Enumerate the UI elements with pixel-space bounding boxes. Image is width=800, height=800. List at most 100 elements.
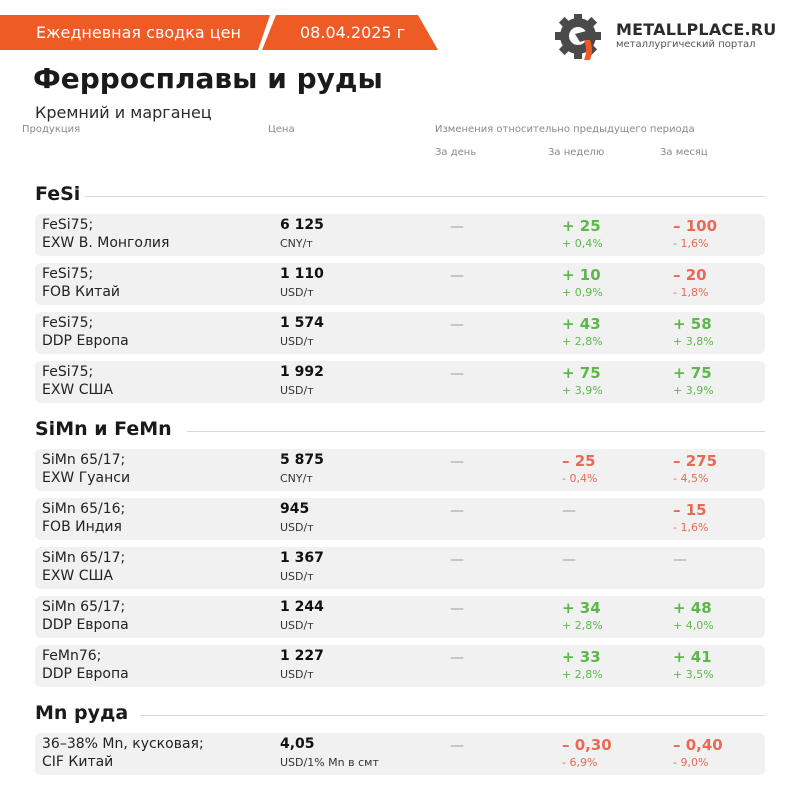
month-change: – 100 [673,217,718,235]
column-header-day: За день [435,147,477,158]
price-value: 4,05 [280,736,315,752]
day-change: — [450,268,464,284]
week-change-pct: + 0,9% [562,286,603,299]
price-value: 945 [280,501,310,517]
week-change-pct: + 3,9% [562,384,603,397]
product-basis: DDP Европа [42,617,129,633]
price-unit: USD/т [280,335,314,348]
week-change: + 34 [562,599,601,617]
ribbon-background [0,15,438,50]
section-title: SiMn и FeMn [35,418,172,440]
month-change-pct: + 3,8% [673,335,714,348]
week-change: — [562,552,576,568]
day-change: — [450,317,464,333]
price-value: 1 992 [280,364,324,380]
product-basis: EXW США [42,568,114,584]
table-row: SiMn 65/17; DDP Европа 1 244 USD/т — + 3… [35,596,765,638]
price-unit: USD/т [280,521,314,534]
day-change: — [450,738,464,754]
month-change: + 75 [673,364,712,382]
product-basis: EXW США [42,382,114,398]
week-change: – 0,30 [562,736,612,754]
week-change: – 25 [562,452,596,470]
day-change: — [450,503,464,519]
price-value: 5 875 [280,452,324,468]
price-value: 1 574 [280,315,324,331]
price-value: 1 367 [280,550,324,566]
table-row: FeSi75; FOB Китай 1 110 USD/т — + 10 + 0… [35,263,765,305]
table-row: FeSi75; EXW В. Монголия 6 125 CNY/т — + … [35,214,765,256]
month-change-pct: + 3,5% [673,668,714,681]
product-basis: EXW Гуанси [42,470,131,486]
product-basis: FOB Китай [42,284,120,300]
day-change: — [450,601,464,617]
product-name: SiMn 65/17; [42,452,126,468]
product-name: FeSi75; [42,217,94,233]
product-name: FeMn76; [42,648,102,664]
week-change-pct: - 0,4% [562,472,598,485]
section-divider [85,196,765,197]
section-fesi: FeSi [35,183,765,209]
day-change: — [450,219,464,235]
table-row: FeMn76; DDP Европа 1 227 USD/т — + 33 + … [35,645,765,687]
price-value: 1 244 [280,599,324,615]
product-name: SiMn 65/17; [42,550,126,566]
month-change: + 41 [673,648,712,666]
product-name: 36–38% Mn, кусковая; [42,736,204,752]
month-change-pct: - 4,5% [673,472,709,485]
product-name: FeSi75; [42,266,94,282]
product-basis: CIF Китай [42,754,114,770]
day-change: — [450,366,464,382]
week-change: + 25 [562,217,601,235]
logo-tagline: металлургический портал [616,39,756,50]
section-divider [140,715,765,716]
price-unit: CNY/т [280,472,313,485]
logo-name: METALLPLACE.RU [616,20,777,39]
price-unit: CNY/т [280,237,313,250]
month-change-pct: - 1,6% [673,521,709,534]
price-unit: USD/т [280,286,314,299]
page-title: Ферросплавы и руды [33,62,383,95]
month-change-pct: + 4,0% [673,619,714,632]
month-change-pct: - 9,0% [673,756,709,769]
product-name: SiMn 65/17; [42,599,126,615]
week-change-pct: + 2,8% [562,619,603,632]
column-header-price: Цена [268,124,295,135]
day-change: — [450,552,464,568]
site-logo[interactable]: METALLPLACE.RU металлургический портал [552,14,782,62]
week-change: + 10 [562,266,601,284]
table-row: FeSi75; EXW США 1 992 USD/т — + 75 + 3,9… [35,361,765,403]
section-divider [187,431,765,432]
week-change-pct: + 2,8% [562,335,603,348]
month-change: — [673,552,687,568]
table-row: SiMn 65/17; EXW США 1 367 USD/т — — — [35,547,765,589]
price-unit: USD/т [280,668,314,681]
price-unit: USD/т [280,384,314,397]
month-change: + 58 [673,315,712,333]
header-label: Ежедневная сводка цен [36,23,241,42]
table-row: SiMn 65/17; EXW Гуанси 5 875 CNY/т — – 2… [35,449,765,491]
month-change-pct: - 1,8% [673,286,709,299]
column-header-product: Продукция [22,124,81,135]
month-change: – 20 [673,266,707,284]
table-row: FeSi75; DDP Европа 1 574 USD/т — + 43 + … [35,312,765,354]
product-basis: DDP Европа [42,333,129,349]
column-header-month: За месяц [660,147,708,158]
month-change: – 0,40 [673,736,723,754]
week-change: + 33 [562,648,601,666]
product-name: FeSi75; [42,315,94,331]
price-value: 6 125 [280,217,324,233]
header-ribbon: Ежедневная сводка цен 08.04.2025 г [0,15,440,50]
week-change: + 43 [562,315,601,333]
section-mn-ore: Mn руда [35,702,765,728]
price-value: 1 110 [280,266,324,282]
month-change: – 15 [673,501,707,519]
table-row: SiMn 65/16; FOB Индия 945 USD/т — — – 15… [35,498,765,540]
price-unit: USD/т [280,570,314,583]
week-change-pct: - 6,9% [562,756,598,769]
table-row: 36–38% Mn, кусковая; CIF Китай 4,05 USD/… [35,733,765,775]
week-change: — [562,503,576,519]
column-header-changes: Изменения относительно предыдущего перио… [435,124,695,135]
product-name: SiMn 65/16; [42,501,126,517]
section-simn-femn: SiMn и FeMn [35,418,765,444]
